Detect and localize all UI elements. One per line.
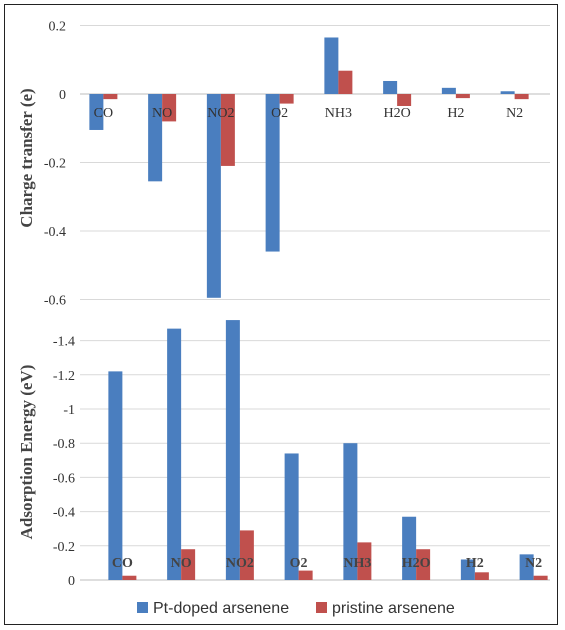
adsorption-y-tick-label: -1.4 — [53, 335, 75, 350]
adsorption-bar — [416, 549, 431, 580]
adsorption-category-label: O2 — [290, 556, 308, 571]
adsorption-bar — [519, 554, 534, 580]
charge-category-labels: CO NO NO2 O2 NH3 H2O H2 N2 — [94, 106, 524, 121]
charge-category-label: NH3 — [325, 106, 352, 121]
adsorption-y-tick-label: -0.4 — [53, 506, 75, 521]
adsorption-y-tick-label: -1.2 — [53, 369, 75, 384]
charge-bar — [514, 94, 529, 100]
charge-bar — [397, 94, 412, 106]
charge-bar — [103, 94, 118, 100]
adsorption-category-label: NO — [171, 556, 192, 571]
charge-y-tick-label: -0.4 — [44, 225, 66, 240]
adsorption-category-label: NO2 — [226, 556, 254, 571]
adsorption-grid — [80, 340, 550, 581]
charge-bar — [148, 94, 163, 182]
adsorption-bar — [239, 530, 254, 580]
adsorption-bar — [298, 570, 313, 580]
charge-bars — [89, 37, 529, 298]
adsorption-y-tick-label: 0 — [68, 574, 75, 589]
adsorption-y-tick-label: -0.8 — [53, 437, 75, 452]
adsorption-bar — [474, 572, 489, 580]
charge-bar — [220, 94, 235, 166]
adsorption-y-ticks: -1.4 -1.2 -1 -0.8 -0.6 -0.4 -0.2 0 — [53, 335, 75, 589]
charge-bar — [279, 94, 294, 104]
charge-bar — [162, 94, 177, 122]
charge-bar — [383, 80, 398, 94]
charge-y-axis-label: Charge transfer (e) — [17, 88, 36, 227]
adsorption-bar — [402, 516, 417, 580]
adsorption-category-label: N2 — [525, 556, 542, 571]
adsorption-category-label: NH3 — [343, 556, 371, 571]
adsorption-bar — [533, 575, 548, 580]
adsorption-y-axis-label: Adsorption Energy (eV) — [17, 365, 36, 540]
adsorption-bar — [108, 371, 123, 580]
adsorption-category-label: H2 — [466, 556, 484, 571]
charge-category-label: H2 — [447, 106, 464, 121]
adsorption-y-tick-label: -0.6 — [53, 471, 75, 486]
adsorption-bars — [108, 320, 548, 580]
charge-y-tick-label: 0.2 — [49, 20, 67, 35]
charge-y-ticks: 0.2 0 -0.2 -0.4 -0.6 — [44, 20, 66, 309]
charge-category-label: N2 — [506, 106, 523, 121]
charge-bar — [265, 94, 280, 252]
adsorption-bar — [284, 453, 299, 580]
charge-y-tick-label: -0.6 — [44, 294, 66, 309]
charge-bar — [455, 94, 470, 99]
adsorption-bar — [357, 542, 372, 580]
charge-category-label: NO — [152, 106, 172, 121]
legend-swatch-pristine — [316, 602, 327, 613]
legend-label-pt-doped: Pt-doped arsenene — [153, 600, 289, 617]
adsorption-bar — [167, 328, 182, 580]
adsorption-category-label: CO — [112, 556, 133, 571]
adsorption-bar — [122, 575, 137, 580]
charge-bar — [89, 94, 104, 130]
charge-bar — [206, 94, 221, 298]
charge-bar — [500, 91, 515, 94]
charge-category-label: O2 — [271, 106, 288, 121]
charge-category-label: H2O — [384, 106, 411, 121]
adsorption-bar — [225, 320, 240, 580]
charge-category-label: NO2 — [207, 106, 234, 121]
legend-swatch-pt-doped — [137, 602, 148, 613]
charge-bar — [338, 70, 353, 94]
adsorption-y-tick-label: -0.2 — [53, 540, 75, 555]
charge-category-label: CO — [94, 106, 113, 121]
charge-y-tick-label: 0 — [59, 88, 66, 103]
adsorption-bar — [460, 559, 475, 580]
charge-bar — [441, 87, 456, 94]
legend: Pt-doped arsenene pristine arsenene — [137, 600, 455, 617]
adsorption-category-label: H2O — [402, 556, 431, 571]
adsorption-category-labels: CO NO NO2 O2 NH3 H2O H2 N2 — [112, 556, 542, 571]
adsorption-y-tick-label: -1 — [63, 403, 75, 418]
legend-label-pristine: pristine arsenene — [332, 600, 455, 617]
adsorption-bar — [181, 549, 196, 580]
charge-bar — [324, 37, 339, 94]
charge-y-tick-label: -0.2 — [44, 157, 66, 172]
adsorption-bar — [343, 443, 358, 580]
